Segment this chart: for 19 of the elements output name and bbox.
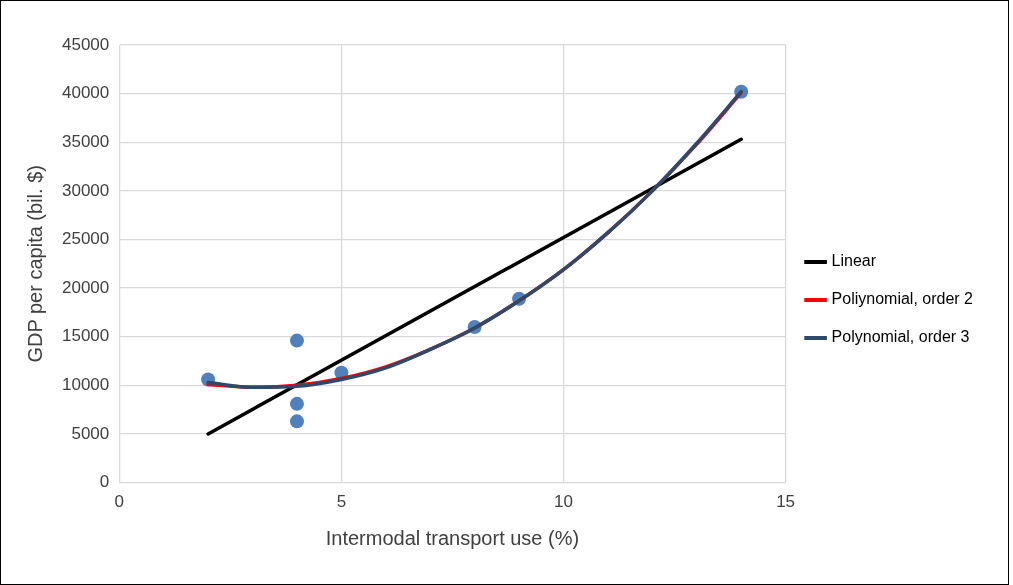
x-tick-label: 15: [776, 492, 796, 512]
y-tick-label: 15000: [61, 326, 110, 346]
legend-label: Poliynomial, order 2: [831, 290, 974, 308]
y-tick-label: 5000: [71, 423, 110, 443]
legend-label: Linear: [831, 252, 877, 270]
y-tick-label: 45000: [61, 34, 110, 54]
y-tick-label: 25000: [61, 229, 110, 249]
x-axis-title: Intermodal transport use (%): [325, 526, 580, 549]
y-tick-label: 35000: [61, 131, 110, 151]
x-tick-label: 5: [336, 492, 347, 512]
x-tick-label: 0: [114, 492, 125, 512]
y-tick-label: 40000: [61, 83, 110, 103]
y-tick-label: 0: [99, 472, 110, 492]
y-tick-label: 10000: [61, 375, 110, 395]
x-tick-label: 10: [554, 492, 573, 512]
y-tick-label: 30000: [61, 180, 110, 200]
legend-label: Polynomial, order 3: [831, 328, 970, 346]
y-axis-title: GDP per capita (bil. $): [23, 165, 46, 363]
y-tick-label: 20000: [61, 277, 110, 297]
